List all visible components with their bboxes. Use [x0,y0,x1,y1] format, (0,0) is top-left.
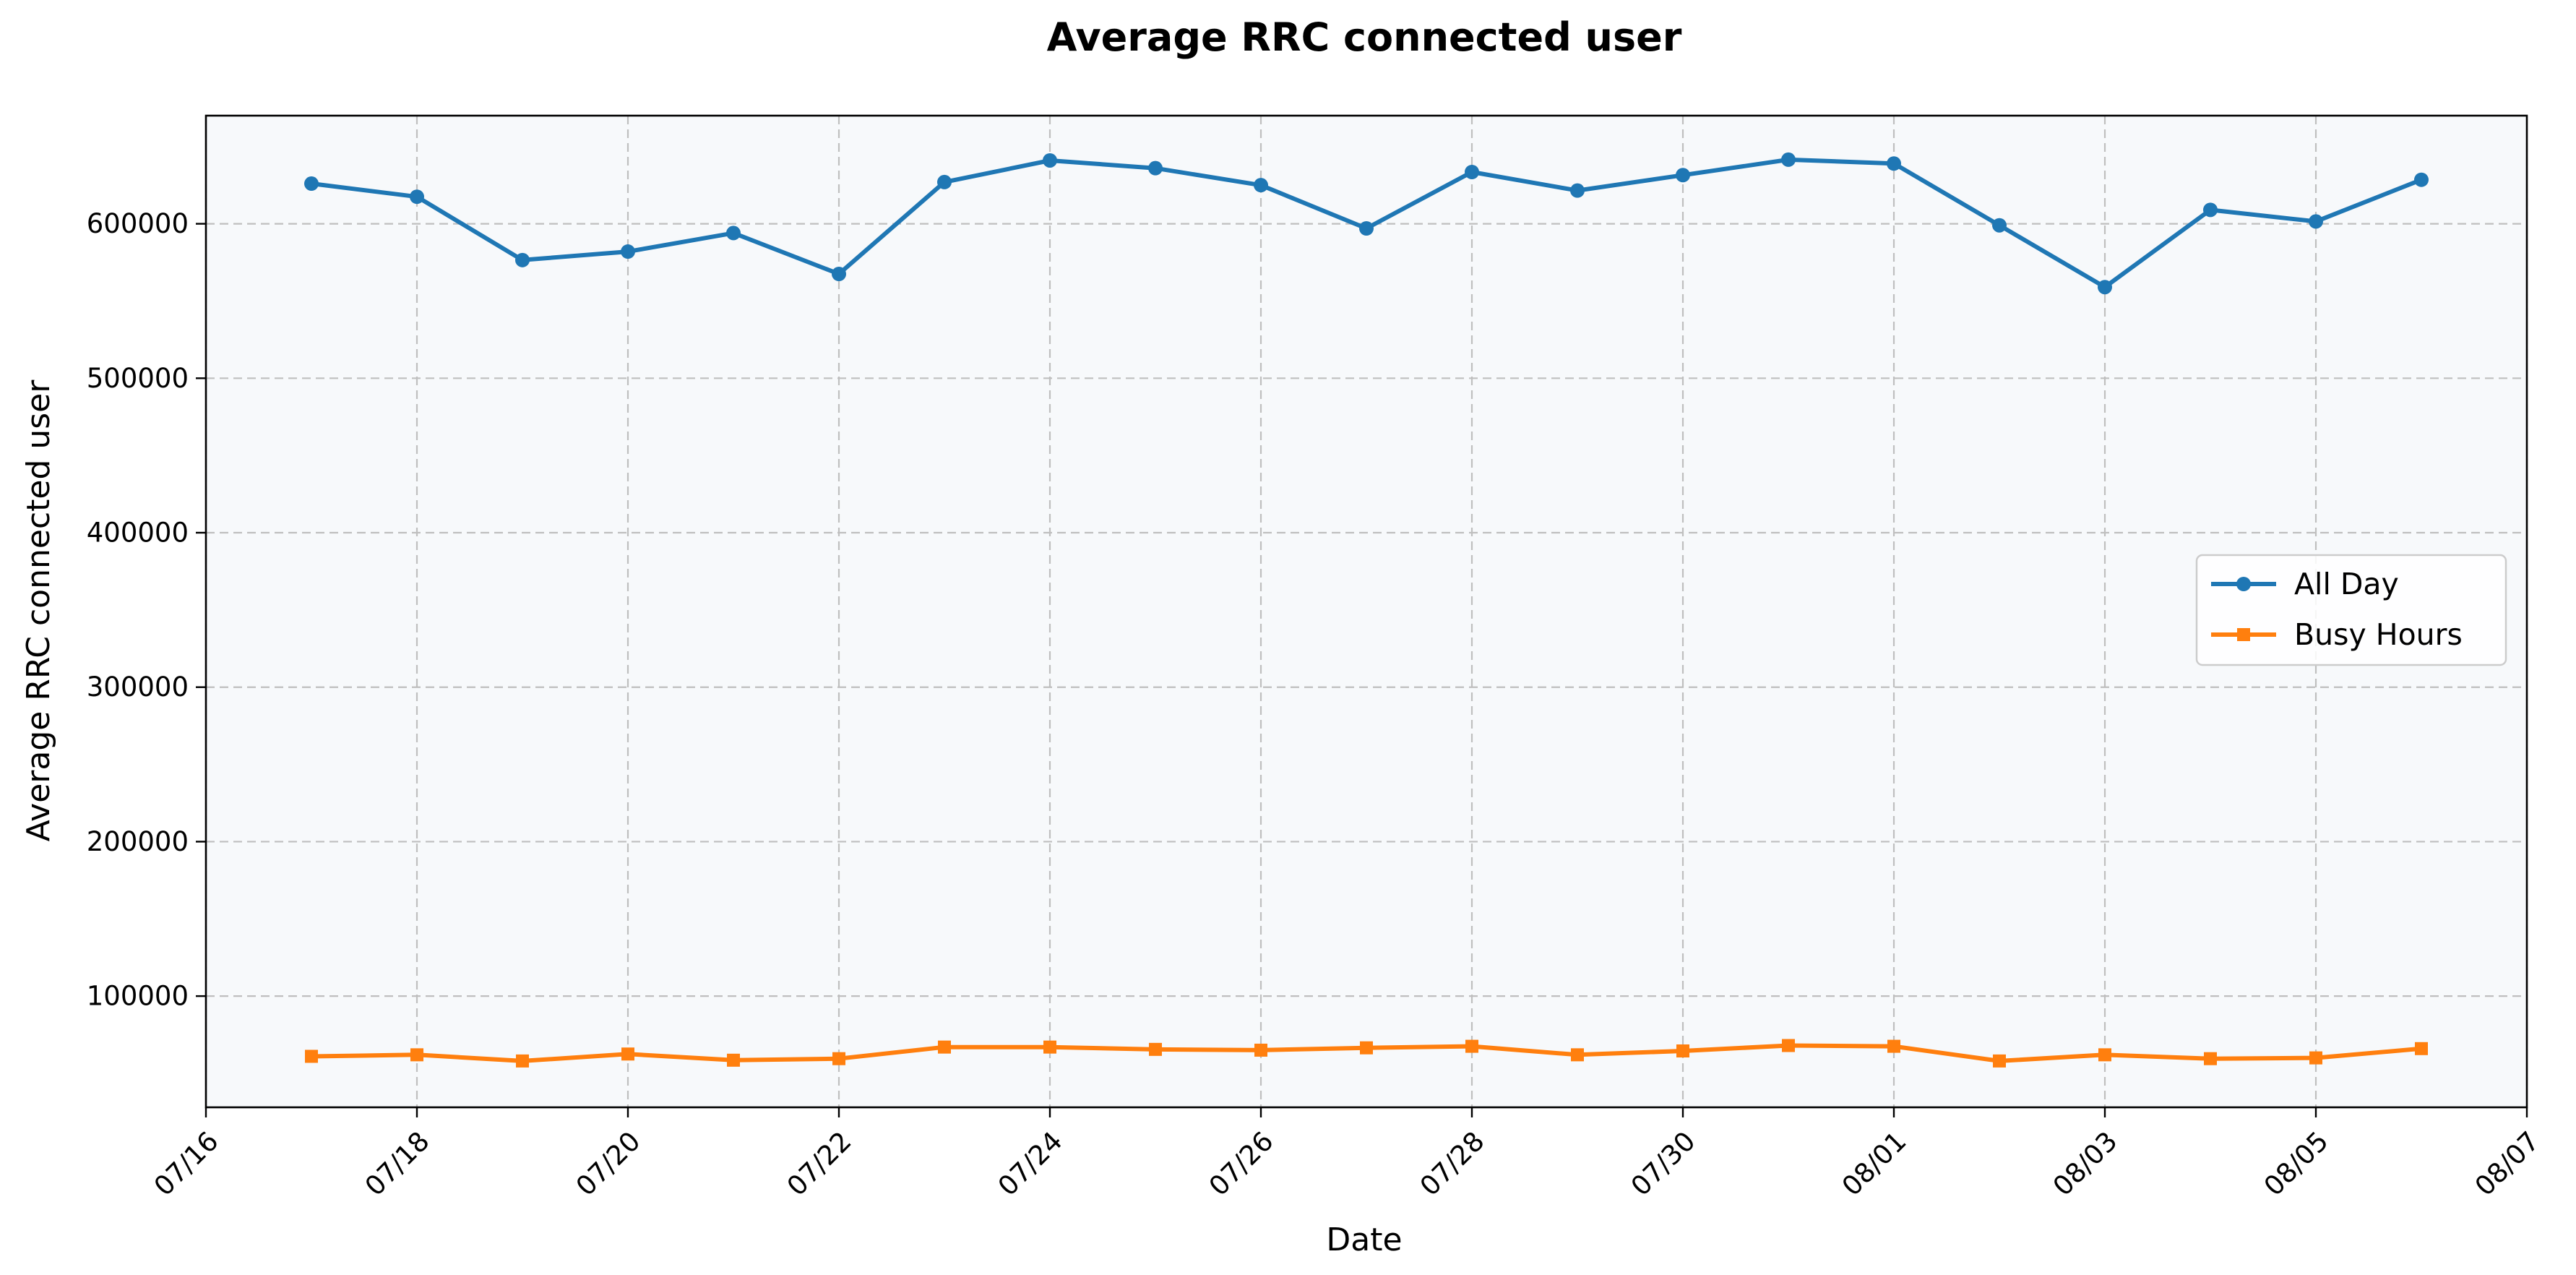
data-point [832,267,846,282]
data-point [1676,168,1690,183]
chart-title: Average RRC connected user [1047,14,1682,60]
data-point [1254,178,1268,193]
data-point [1570,183,1585,198]
series-all-day [304,152,2429,295]
data-point [2204,1052,2217,1065]
series-layer [304,152,2429,1068]
data-point [1993,1054,2006,1068]
data-point [516,1054,529,1068]
x-axis-label: Date [1326,1222,1402,1258]
y-tick-label: 300000 [87,671,189,703]
data-point [1360,1041,1373,1055]
data-point [621,244,635,259]
data-point [1043,153,1057,168]
data-point [1992,218,2007,233]
data-point [2415,1042,2428,1055]
y-tick-label: 600000 [87,208,189,239]
data-point [304,176,319,192]
data-point [938,1040,951,1054]
data-point [1887,1039,1900,1053]
data-point [1149,1042,1162,1056]
data-point [1148,160,1163,176]
data-point [1359,221,1374,236]
data-point [2309,1051,2322,1065]
legend-marker [2237,628,2250,641]
legend-label: Busy Hours [2294,617,2463,652]
y-tick-label: 400000 [87,518,189,549]
legend-item: All Day [2211,567,2399,601]
y-axis: 100000 200000 300000 400000 500000 600000 [87,208,206,1012]
data-point [2098,1048,2111,1062]
data-point [1571,1048,1584,1062]
data-point [1782,1039,1795,1052]
data-point [1465,165,1479,180]
plot-area [206,116,2527,1107]
data-point [515,252,530,267]
data-point [1781,152,1796,167]
legend: All Day Busy Hours [2195,554,2507,666]
data-point [621,1047,634,1061]
y-tick-label: 500000 [87,363,189,394]
y-tick-label: 200000 [87,826,189,857]
data-point [2414,172,2429,187]
data-point [2098,280,2112,295]
data-point [937,174,952,189]
data-point [410,189,424,205]
y-tick-label: 100000 [87,981,189,1012]
data-point [2203,202,2218,218]
data-point [305,1049,318,1063]
data-point [727,1053,740,1067]
data-point [410,1048,423,1062]
legend-marker [2236,577,2251,591]
legend-item: Busy Hours [2211,617,2463,652]
data-point [2309,214,2323,229]
y-axis-label: Average RRC connected user [20,379,57,842]
series-busy-hours [305,1039,2428,1068]
data-point [1254,1043,1267,1057]
data-point [832,1052,845,1065]
data-point [726,226,741,241]
plot-frame [204,114,2528,1109]
legend-label: All Day [2294,567,2399,601]
data-point [1465,1039,1478,1053]
data-point [1043,1040,1056,1054]
data-point [1887,156,1901,171]
data-point [1676,1044,1689,1057]
